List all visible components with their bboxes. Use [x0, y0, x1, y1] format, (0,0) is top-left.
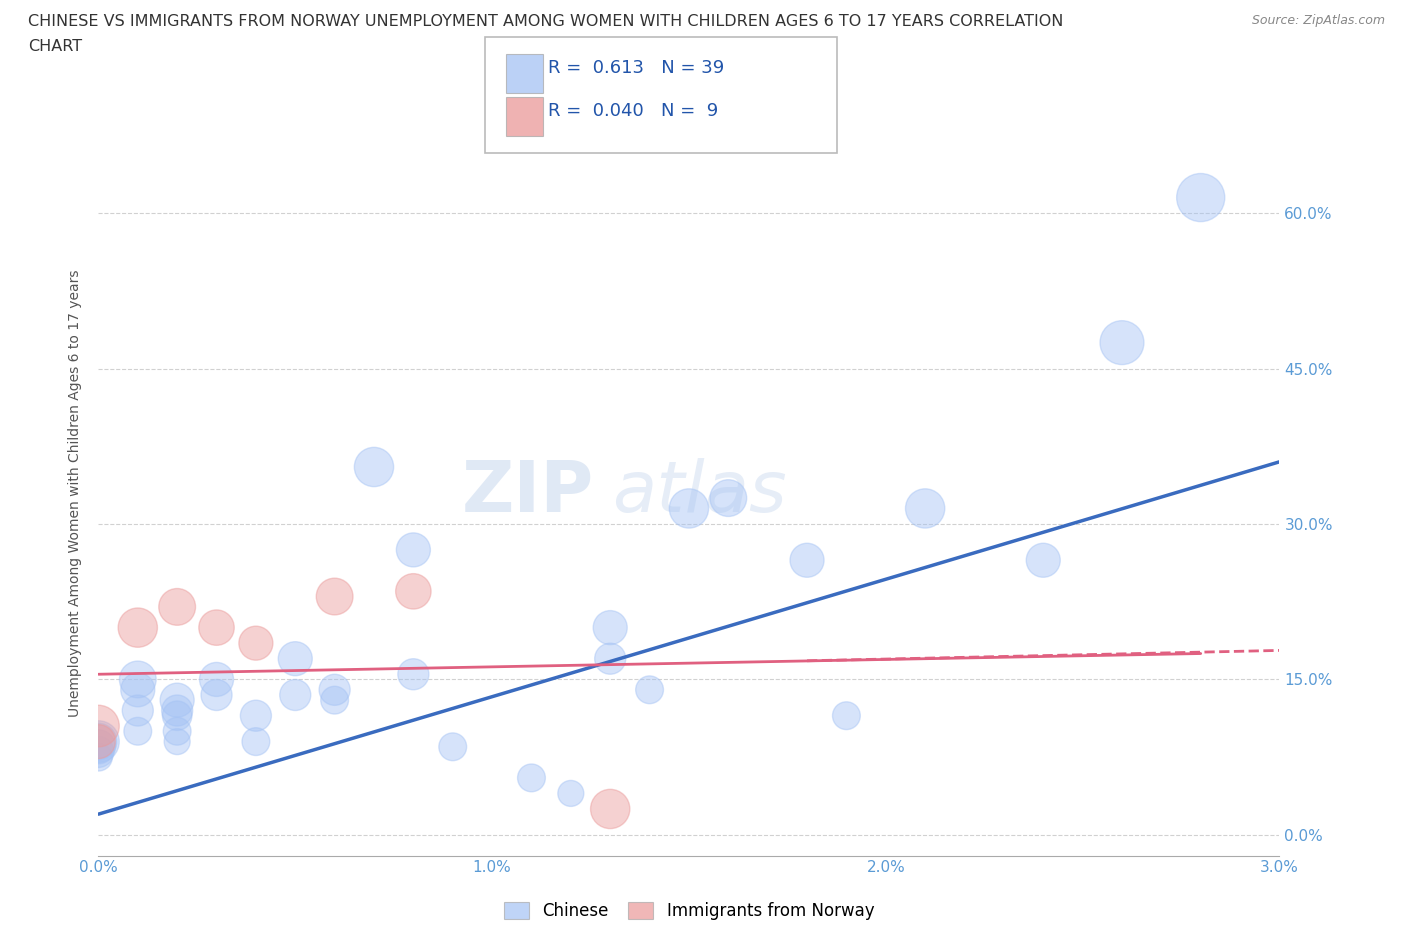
- Point: [323, 589, 346, 604]
- Point: [796, 552, 818, 567]
- Point: [323, 683, 346, 698]
- Point: [638, 683, 661, 698]
- Point: [245, 636, 267, 651]
- Point: [323, 693, 346, 708]
- Point: [599, 802, 621, 817]
- Point: [678, 501, 700, 516]
- Text: R =  0.613   N = 39: R = 0.613 N = 39: [548, 59, 724, 76]
- Point: [1111, 335, 1133, 350]
- Point: [1189, 190, 1212, 205]
- Point: [127, 672, 149, 687]
- Point: [87, 734, 110, 749]
- Point: [520, 770, 543, 785]
- Point: [205, 687, 228, 702]
- Point: [127, 724, 149, 738]
- Point: [166, 703, 188, 718]
- Point: [402, 667, 425, 682]
- Text: atlas: atlas: [612, 458, 787, 527]
- Text: CHART: CHART: [28, 39, 82, 54]
- Point: [127, 683, 149, 698]
- Point: [87, 734, 110, 749]
- Point: [560, 786, 582, 801]
- Point: [166, 709, 188, 724]
- Point: [166, 734, 188, 749]
- Point: [166, 724, 188, 738]
- Text: R =  0.040   N =  9: R = 0.040 N = 9: [548, 102, 718, 120]
- Point: [284, 687, 307, 702]
- Y-axis label: Unemployment Among Women with Children Ages 6 to 17 years: Unemployment Among Women with Children A…: [69, 269, 83, 717]
- Point: [166, 600, 188, 615]
- Point: [87, 719, 110, 734]
- Point: [284, 651, 307, 666]
- Text: ZIP: ZIP: [463, 458, 595, 527]
- Point: [245, 709, 267, 724]
- Point: [441, 739, 464, 754]
- Point: [717, 491, 740, 506]
- Point: [835, 709, 858, 724]
- Point: [87, 734, 110, 749]
- Point: [599, 620, 621, 635]
- Point: [87, 745, 110, 760]
- Text: CHINESE VS IMMIGRANTS FROM NORWAY UNEMPLOYMENT AMONG WOMEN WITH CHILDREN AGES 6 : CHINESE VS IMMIGRANTS FROM NORWAY UNEMPL…: [28, 14, 1063, 29]
- Point: [363, 459, 385, 474]
- Point: [1032, 552, 1054, 567]
- Point: [402, 584, 425, 599]
- Point: [205, 672, 228, 687]
- Point: [166, 693, 188, 708]
- Point: [245, 734, 267, 749]
- Point: [87, 750, 110, 764]
- Point: [914, 501, 936, 516]
- Text: Source: ZipAtlas.com: Source: ZipAtlas.com: [1251, 14, 1385, 27]
- Point: [402, 542, 425, 557]
- Point: [599, 651, 621, 666]
- Point: [205, 620, 228, 635]
- Point: [127, 620, 149, 635]
- Point: [127, 703, 149, 718]
- Legend: Chinese, Immigrants from Norway: Chinese, Immigrants from Norway: [496, 896, 882, 927]
- Point: [87, 739, 110, 754]
